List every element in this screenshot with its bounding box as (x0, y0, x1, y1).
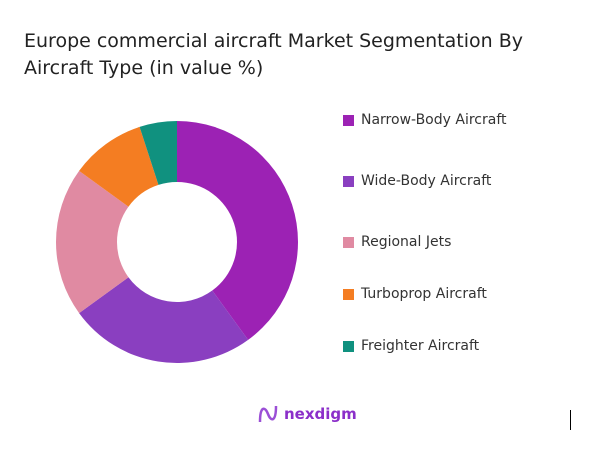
legend-label: Freighter Aircraft (361, 338, 480, 354)
legend-label: Wide-Body Aircraft (361, 173, 492, 189)
legend-label: Turboprop Aircraft (361, 286, 487, 302)
slice-regional-jets (56, 170, 129, 314)
logo-text: nexdigm (284, 405, 357, 423)
legend-swatch (343, 175, 354, 187)
legend-item: Narrow-Body Aircraft (343, 112, 507, 128)
slice-freighter-aircraft (139, 121, 177, 185)
nexdigm-logo: nexdigm (257, 404, 357, 424)
legend-label: Narrow-Body Aircraft (361, 112, 507, 128)
slice-turboprop-aircraft (79, 126, 159, 207)
text-cursor (570, 410, 571, 430)
chart-title: Europe commercial aircraft Market Segmen… (24, 30, 523, 79)
slice-wide-body-aircraft (79, 277, 249, 363)
legend-swatch (343, 114, 354, 126)
slice-narrow-body-aircraft (177, 121, 298, 340)
legend-item: Wide-Body Aircraft (343, 173, 491, 189)
legend-item: Turboprop Aircraft (343, 286, 487, 302)
legend-item: Freighter Aircraft (343, 338, 479, 354)
logo-mark-icon (258, 405, 278, 423)
legend-item: Regional Jets (343, 234, 451, 250)
legend-swatch (343, 340, 354, 352)
legend-label: Regional Jets (361, 234, 452, 250)
legend-swatch (343, 236, 354, 248)
legend-swatch (343, 288, 354, 300)
